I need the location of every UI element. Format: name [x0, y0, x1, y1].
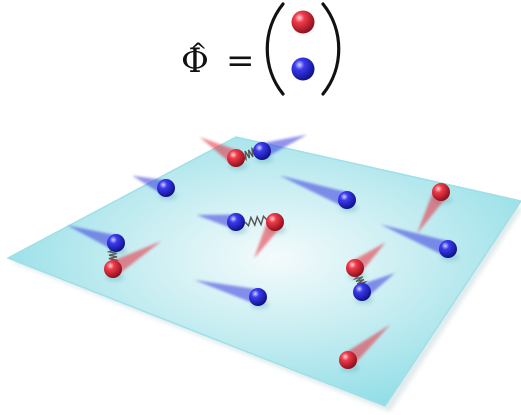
- particle-head: [107, 234, 125, 252]
- operator-hat: ^: [189, 40, 207, 65]
- particle-head: [339, 351, 357, 369]
- blue-particle: [67, 225, 127, 255]
- plane: [6, 136, 521, 412]
- particle-head: [439, 240, 457, 258]
- particle-head: [353, 283, 371, 301]
- particle-head: [253, 142, 271, 160]
- red-particle: [417, 183, 452, 234]
- blue-particle: [380, 224, 459, 261]
- blue-particle: [196, 213, 247, 234]
- vector-blue-sphere: [291, 57, 315, 81]
- vector-red-sphere: [291, 10, 315, 34]
- particle-tail: [380, 224, 451, 257]
- plane-surface: [6, 136, 521, 407]
- particle-head: [338, 191, 356, 209]
- red-particle: [254, 213, 286, 259]
- spring-bond: [242, 146, 256, 162]
- particle-head: [249, 288, 267, 306]
- particle-head: [346, 259, 364, 277]
- spring-bond: [244, 214, 268, 228]
- red-particle: [339, 324, 391, 372]
- red-particle: [199, 137, 247, 170]
- particle-tail: [279, 175, 350, 208]
- particle-head: [432, 183, 450, 201]
- particles-layer: [67, 134, 459, 372]
- blue-particle: [132, 175, 177, 200]
- particle-head: [157, 179, 175, 197]
- blue-particle: [194, 279, 269, 309]
- equation: ^ Φ =: [181, 2, 341, 96]
- particle-tail: [259, 134, 308, 159]
- right-parenthesis: [321, 2, 341, 96]
- left-parenthesis: [265, 2, 285, 96]
- operator-symbol: Φ: [181, 41, 209, 81]
- particle-head: [227, 213, 245, 231]
- blue-particle: [353, 273, 395, 304]
- particle-tail: [109, 241, 162, 276]
- particle-head: [227, 149, 245, 167]
- red-particle: [346, 242, 386, 280]
- particle-tail: [194, 279, 260, 305]
- red-particle: [104, 241, 162, 281]
- particle-head: [104, 260, 122, 278]
- spring-coil: [242, 146, 256, 162]
- equals-sign: =: [226, 41, 255, 81]
- spring-coil: [244, 214, 268, 228]
- particle-tail: [67, 225, 119, 251]
- particle-tail: [196, 214, 238, 230]
- particle-head: [266, 213, 284, 231]
- blue-particle: [253, 134, 308, 163]
- blue-particle: [279, 175, 358, 212]
